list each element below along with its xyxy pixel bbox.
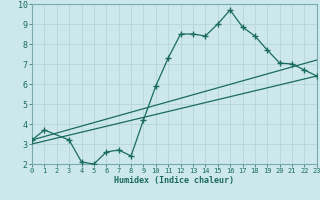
X-axis label: Humidex (Indice chaleur): Humidex (Indice chaleur)	[115, 176, 234, 185]
